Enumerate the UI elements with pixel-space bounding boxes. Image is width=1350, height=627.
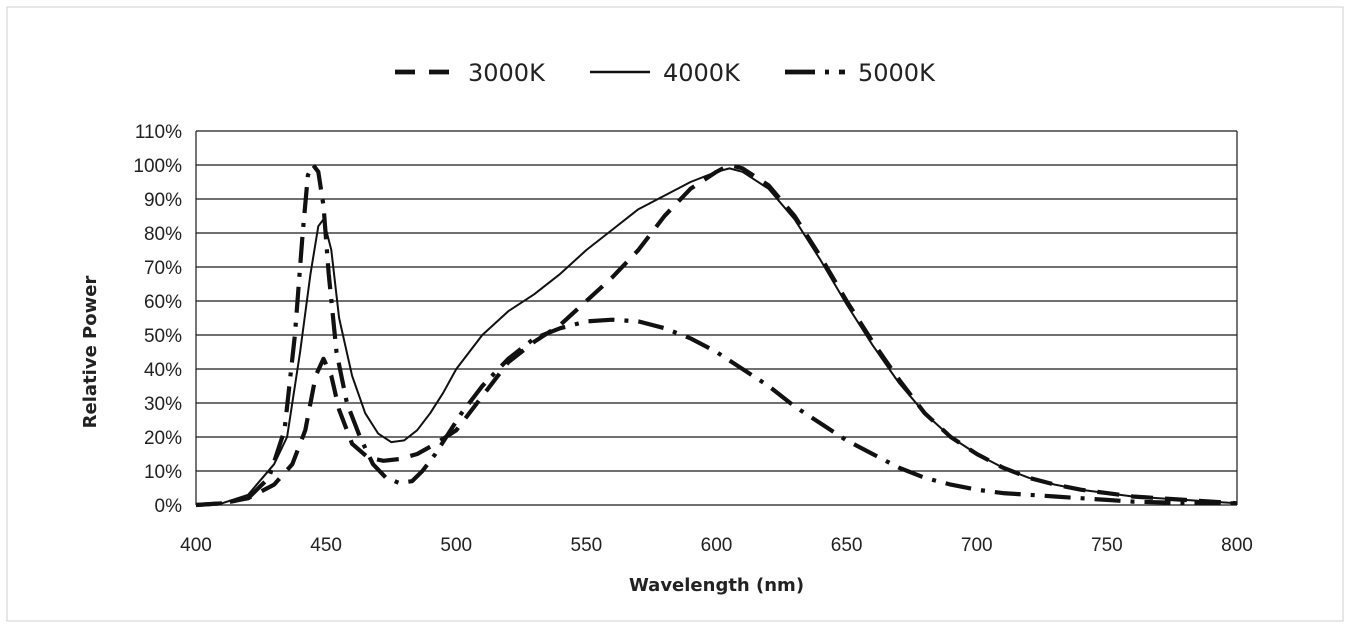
y-tick-label: 20% (144, 428, 182, 449)
x-tick-label: 450 (310, 535, 342, 556)
x-tick-label: 400 (180, 535, 212, 556)
x-tick-label: 600 (701, 535, 733, 556)
series-line-5000k (195, 162, 1237, 508)
x-axis-ticks: 400 450 500 550 600 650 700 750 800 (180, 535, 1253, 556)
y-tick-label: 30% (144, 394, 182, 415)
y-tick-label: 110% (135, 122, 182, 143)
gridlines (195, 130, 1238, 506)
x-tick-label: 800 (1221, 535, 1253, 556)
y-tick-label: 70% (144, 258, 182, 279)
y-tick-label: 10% (144, 462, 182, 483)
legend-label-3000k: 3000K (468, 59, 546, 87)
plot-area (195, 162, 1238, 508)
x-tick-label: 500 (440, 535, 472, 556)
y-tick-label: 90% (144, 190, 182, 211)
chart-border (6, 6, 1344, 622)
x-tick-label: 700 (961, 535, 993, 556)
y-axis-ticks: 0% 10% 20% 30% 40% 50% 60% 70% 80% 90% 100% 110% (133, 122, 182, 517)
y-tick-label: 100% (133, 156, 182, 177)
legend-label-5000k: 5000K (858, 59, 936, 87)
x-tick-label: 750 (1091, 535, 1123, 556)
x-axis-title: Wavelength (nm) (629, 575, 804, 596)
x-tick-label: 550 (571, 535, 603, 556)
series-line-4000k (195, 167, 1238, 506)
y-axis-title: Relative Power (80, 276, 101, 429)
y-tick-label: 40% (144, 360, 182, 381)
y-tick-label: 80% (144, 224, 182, 245)
y-tick-label: 60% (144, 292, 182, 313)
legend-label-4000k: 4000K (663, 59, 741, 87)
y-tick-label: 50% (144, 326, 182, 347)
y-tick-label: 0% (155, 496, 183, 517)
x-tick-label: 650 (831, 535, 863, 556)
legend: 3000K 4000K 5000K (395, 59, 936, 87)
